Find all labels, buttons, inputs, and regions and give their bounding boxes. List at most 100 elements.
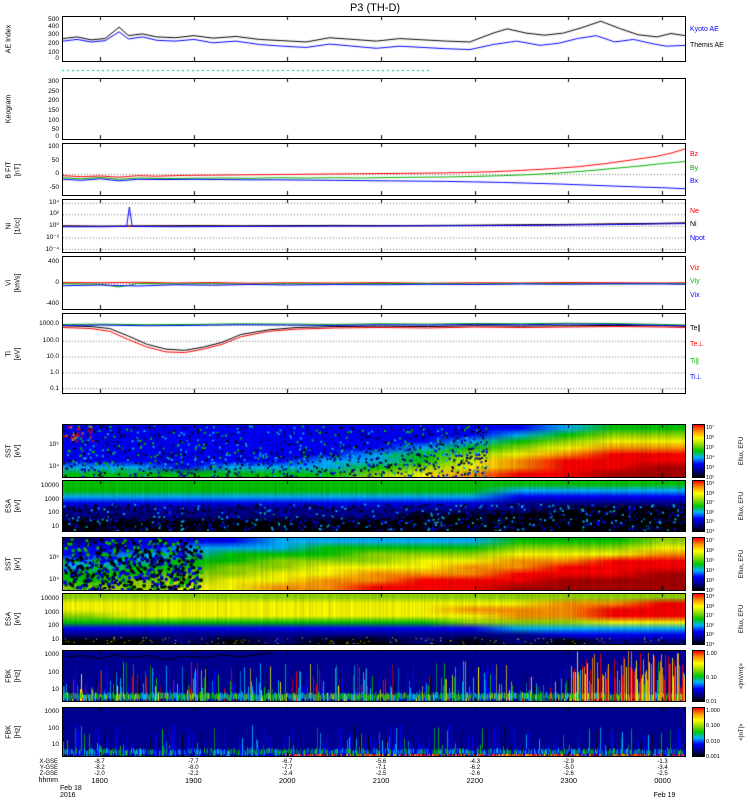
hhmm-0: 1800: [91, 776, 108, 785]
date-left: Feb 18: [60, 785, 82, 792]
cbar-tick-sst-e-0: 10⁷: [706, 538, 715, 545]
axis-row-1-val-1: -8.0: [188, 765, 199, 771]
plotbox-keogram: [62, 78, 686, 140]
cbar-title-fbk-e: <|mV/m|>: [739, 663, 745, 689]
ytick-ae-1: 400: [48, 22, 59, 30]
ylabel-bfit-0: B FIT: [5, 160, 13, 179]
axis-row-0-val-4: -4.3: [469, 759, 481, 765]
hhmm-4: 2200: [466, 776, 484, 785]
axis-row-0-val-1: -7.7: [188, 759, 199, 765]
panel-esa-ion: ESA [eV] 10000 1000 100 10 10⁹ 10⁸ 10⁷ 10⁶ 10⁵ 10⁴ E…: [0, 480, 750, 535]
ytick-ti-4: 0.1: [49, 385, 59, 393]
cbar-tick-esa-ion-5: 10⁴: [706, 528, 715, 535]
ytick-bfit-0: 100: [48, 143, 59, 151]
ytick-fbk-e-2: 10: [51, 685, 59, 693]
ytick-ae-4: 100: [48, 49, 59, 57]
axis-row-2-val-1: -2.2: [188, 771, 199, 777]
legend-ni-0: Ne: [690, 207, 699, 215]
ytick-esa-ion-0: 10000: [40, 482, 59, 490]
legend-vi-2: Vix: [690, 291, 700, 299]
canvas-ti: [63, 314, 685, 393]
ytick-ni-3: 10⁻²: [46, 233, 59, 241]
axis-row-1-val-4: -6.2: [469, 765, 481, 771]
panel-esa-e: ESA [eV] 10000 1000 100 10 10⁹ 10⁸ 10⁷ 10⁶ 10⁵ 10⁴ E…: [0, 593, 750, 648]
cbar-tick-fbk-b-1: 0.100: [706, 723, 720, 730]
axis-row-label-1: Y-GSE: [39, 765, 58, 771]
ytick-fbk-e-0: 1000: [44, 651, 59, 659]
cbar-tick-sst-e-1: 10⁶: [706, 548, 715, 555]
ylabel-ae-0: AE Index: [5, 24, 13, 54]
axis-row-label-0: X-GSE: [39, 759, 58, 765]
date-right: Feb 19: [653, 792, 676, 799]
canvas-keogram: [63, 79, 685, 139]
ytick-esa-ion-2: 100: [48, 509, 59, 517]
cbar-tick-sst-e-4: 10³: [706, 577, 714, 584]
panel-keogram: Keogram 300 250 200 150 100 50 0: [0, 78, 750, 140]
canvas-esa-ion: [63, 481, 685, 531]
ytick-sst-e-0: 10⁵: [49, 554, 59, 562]
cbar-tick-esa-ion-1: 10⁸: [706, 490, 715, 497]
axis-row-1-val-6: -3.4: [657, 765, 668, 771]
ytick-esa-e-3: 10: [51, 635, 59, 643]
colorbar-fbk-b: [692, 707, 705, 757]
colorbar-esa-e: [692, 593, 705, 645]
panel-ni: Ni [1/cc] 10⁴ 10² 10⁰ 10⁻² 10⁻⁴ Ne Ni Npot: [0, 199, 750, 253]
plotbox-ae: [62, 16, 686, 62]
ytick-bfit-3: -50: [49, 183, 59, 191]
hhmm-3: 2100: [372, 776, 390, 785]
canvas-avail: [62, 64, 686, 76]
hhmm-label: hhmm: [38, 777, 58, 784]
canvas-vi: [63, 257, 685, 309]
cbar-tick-sst-ion-1: 10⁶: [706, 435, 715, 442]
canvas-ni: [63, 200, 685, 252]
axis-row-2-val-2: -2.4: [282, 771, 293, 777]
canvas-sst-e: [63, 538, 685, 590]
cbar-tick-sst-ion-3: 10⁴: [706, 454, 715, 461]
ylabel-vi-0: Vi: [5, 279, 13, 287]
hhmm-1: 1900: [185, 776, 202, 785]
plotbox-bfit: [62, 143, 686, 196]
colorbar-sst-e: [692, 537, 705, 591]
panel-sst-e: SST [eV] 10⁵ 10⁴ 10⁷ 10⁶ 10⁵ 10⁴ 10³ 10² Eflux, EF…: [0, 537, 750, 594]
plotbox-fbk-b: [62, 707, 686, 757]
ytick-ti-0: 1000.0: [39, 320, 59, 328]
ytick-esa-e-1: 1000: [44, 608, 59, 616]
ytick-ni-1: 10²: [49, 209, 59, 217]
axis-row-2-val-5: -2.6: [563, 771, 574, 777]
legend-ae-0: Kyoto AE: [690, 26, 719, 34]
axis-row-1-val-0: -8.2: [94, 765, 105, 771]
cbar-title-fbk-b: <|nT|>: [739, 723, 745, 741]
panel-sst-ion: SST [eV] 10⁵ 10⁴ 10⁷ 10⁶ 10⁵ 10⁴ 10³ 10² Eflux, EF…: [0, 424, 750, 481]
plotbox-ni: [62, 199, 686, 253]
ytick-keogram-2: 200: [48, 97, 59, 105]
legend-ti-0: Te∥: [690, 325, 701, 333]
legend-ni-2: Npot: [690, 234, 705, 242]
cbar-tick-sst-ion-0: 10⁷: [706, 425, 715, 432]
plot-title: P3 (TH-D): [349, 2, 401, 14]
panel-avail: [0, 64, 750, 76]
cbar-tick-esa-e-3: 10⁶: [706, 622, 715, 629]
axis-row-0-val-6: -1.3: [657, 759, 668, 765]
panel-ti: Ti [eV] 1000.0 100.0 10.0 1.0 0.1 Te∥ Te⊥ Ti∥ Ti⊥: [0, 313, 750, 394]
ytick-ni-0: 10⁴: [48, 199, 59, 206]
legend-vi-1: Viy: [690, 278, 700, 285]
axis-row-2-val-0: -2.0: [94, 771, 105, 777]
ytick-bfit-2: 0: [55, 170, 59, 178]
ylabel-fbk-e-0: FBK: [5, 669, 13, 683]
legend-ae-1: Themis AE: [690, 41, 724, 49]
cbar-title-esa-e: Eflux, EFU: [739, 604, 745, 634]
cbar-tick-esa-e-0: 10⁹: [706, 594, 715, 601]
ytick-vi-2: -400: [45, 299, 59, 307]
cbar-tick-fbk-b-3: 0.001: [706, 754, 720, 760]
panel-ae: AE Index 500 400 300 200 100 0 Kyoto AE Themis A…: [0, 16, 750, 62]
plotbox-sst-ion: [62, 424, 686, 478]
panel-bfit: B FIT [nT] 100 50 0 -50 Bz By Bx: [0, 143, 750, 196]
ytick-vi-0: 400: [48, 258, 59, 266]
ytick-esa-ion-1: 1000: [44, 495, 59, 503]
ytick-keogram-1: 250: [48, 87, 59, 95]
hhmm-2: 2000: [278, 776, 296, 785]
axis-row-0-val-0: -8.7: [94, 759, 105, 765]
plotbox-vi: [62, 256, 686, 310]
cbar-tick-esa-e-5: 10⁴: [706, 641, 715, 648]
ytick-bfit-1: 50: [51, 156, 59, 164]
